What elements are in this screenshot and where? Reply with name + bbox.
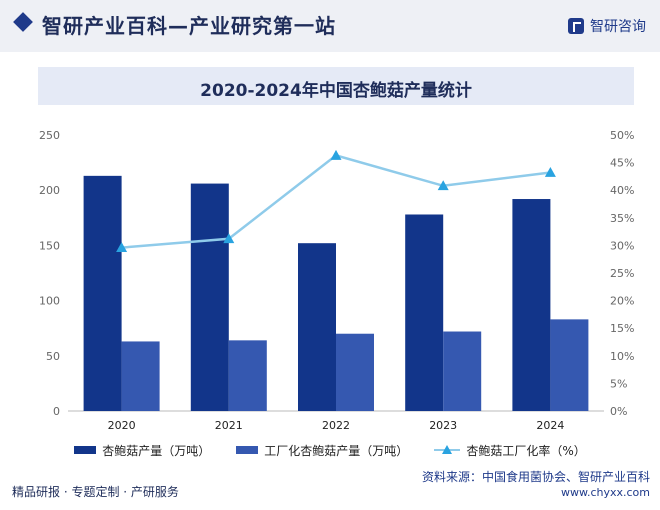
bar-output [83,175,122,411]
legend-label-factory-output: 工厂化杏鲍菇产量（万吨） [264,443,409,458]
y-left-tick-label: 200 [39,184,60,197]
bar-output [405,214,444,411]
x-tick-label: 2023 [429,419,457,432]
y-left-tick-label: 50 [46,350,60,363]
legend-swatch-factory-output [236,446,259,454]
bar-output [298,243,336,411]
y-left-tick-label: 250 [39,129,60,142]
rate-point-marker [330,149,342,160]
legend-item-output: 杏鲍菇产量（万吨） [74,440,210,460]
y-left-tick-label: 150 [39,239,60,252]
data-source: 资料来源：中国食用菌协会、智研产业百科 [421,470,650,484]
bar-output [190,183,229,411]
footer-services: 精品研报 · 专题定制 · 产研服务 [12,485,179,499]
chart-legend: 杏鲍菇产量（万吨） 工厂化杏鲍菇产量（万吨） 杏鲍菇工厂化率（%） [0,440,660,460]
y-right-tick-label: 50% [610,129,634,142]
bar-factory-output [121,341,160,411]
bar-factory-output [550,319,589,411]
legend-item-factory-output: 工厂化杏鲍菇产量（万吨） [236,440,408,460]
x-tick-label: 2020 [108,419,136,432]
legend-swatch-rate [434,445,461,455]
y-left-tick-label: 0 [53,405,60,418]
header-bar: 智研产业百科—产业研究第一站 智研咨询 [0,0,660,52]
y-right-tick-label: 30% [610,239,634,252]
rate-point-marker [544,167,556,177]
legend-label-rate: 杏鲍菇工厂化率（%） [466,443,586,458]
brand-logo-icon [568,18,584,34]
y-right-tick-label: 35% [610,212,634,225]
bar-output [512,199,551,411]
rate-point-marker [116,242,128,253]
legend-swatch-output [74,446,97,454]
bar-factory-output [443,331,482,411]
y-left-tick-label: 100 [39,295,60,308]
rate-point-marker [223,233,235,244]
y-right-tick-label: 10% [610,350,634,363]
legend-label-output: 杏鲍菇产量（万吨） [102,443,211,458]
legend-item-rate: 杏鲍菇工厂化率（%） [434,440,586,460]
y-right-tick-label: 20% [610,295,634,308]
footer: 精品研报 · 专题定制 · 产研服务 www.chyxx.com [0,478,660,510]
x-tick-label: 2021 [215,419,243,432]
y-right-tick-label: 25% [610,267,634,280]
series-line-rate [121,154,551,249]
brand-name: 智研咨询 [590,19,646,35]
chart-title-bar: 2020-2024年中国杏鲍菇产量统计 [38,67,634,105]
footer-site-link[interactable]: www.chyxx.com [560,486,650,499]
y-right-tick-label: 40% [610,184,634,197]
y-right-tick-label: 45% [610,157,634,170]
brand-logo[interactable]: 智研咨询 [568,16,646,36]
x-tick-label: 2022 [322,419,350,432]
y-right-tick-label: 0% [610,405,627,418]
bar-factory-output [228,340,267,411]
x-tick-label: 2024 [536,419,564,432]
chart-title: 2020-2024年中国杏鲍菇产量统计 [200,81,472,101]
y-right-tick-label: 15% [610,322,634,335]
rate-point-marker [437,180,449,191]
y-right-tick-label: 5% [610,377,627,390]
page-title: 智研产业百科—产业研究第一站 [42,14,336,38]
bar-factory-output [336,333,374,411]
